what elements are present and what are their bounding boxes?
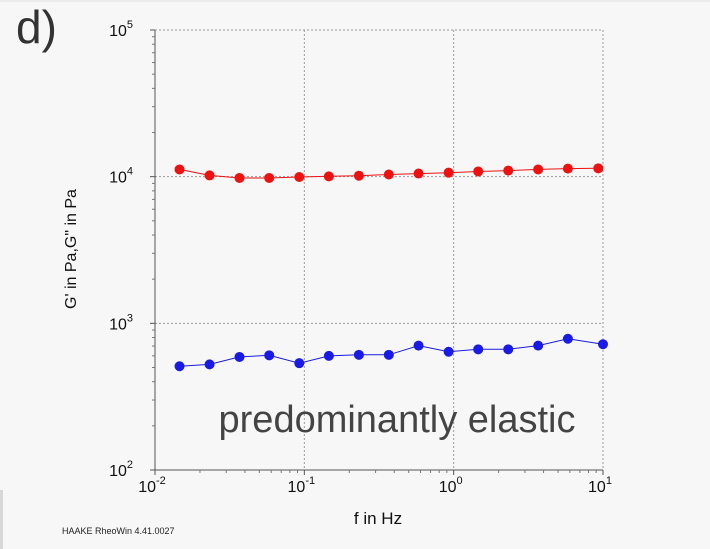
data-point [234, 351, 245, 362]
y-tick-label: 104 [109, 166, 133, 187]
y-tick-label: 102 [109, 459, 133, 480]
data-point [264, 172, 275, 183]
y-axis-label: G' in Pa,G" in Pa [63, 189, 80, 309]
data-point [533, 340, 544, 351]
data-point [264, 350, 275, 361]
series-0 [174, 163, 604, 183]
x-axis-label: f in Hz [354, 509, 402, 528]
x-tick-label: 100 [439, 475, 463, 496]
data-point [294, 171, 305, 182]
data-point [323, 171, 334, 182]
data-point [413, 168, 424, 179]
software-footer: HAAKE RheoWin 4.41.0027 [62, 526, 175, 536]
data-point [294, 358, 305, 369]
data-point [503, 165, 514, 176]
top-edge [0, 0, 710, 2]
tick-labels: 10-2 10-1 100 101 102 103 104 105 [109, 19, 612, 496]
x-tick-label: 101 [588, 475, 612, 496]
data-point [204, 170, 215, 181]
y-tick-label: 105 [109, 19, 133, 40]
grid [155, 30, 603, 470]
data-point [443, 167, 454, 178]
data-point [353, 170, 364, 181]
data-point [503, 344, 514, 355]
x-tick-label: 10-1 [288, 475, 316, 496]
slide-shadow [0, 490, 3, 549]
annotation-text: predominantly elastic [219, 399, 576, 441]
data-point [533, 164, 544, 175]
data-point [562, 333, 573, 344]
data-point [353, 349, 364, 360]
data-point [473, 166, 484, 177]
axes [150, 29, 604, 475]
data-point [562, 163, 573, 174]
data-point [593, 163, 604, 174]
data-point [174, 361, 185, 372]
series-1 [174, 333, 608, 372]
data-point [598, 339, 608, 350]
x-tick-label: 10-2 [138, 475, 166, 496]
data-point [174, 164, 185, 175]
data-point [473, 344, 484, 355]
plot-series [174, 163, 608, 372]
data-point [383, 349, 394, 360]
y-tick-label: 103 [109, 312, 133, 333]
data-point [443, 346, 454, 357]
data-point [234, 172, 245, 183]
data-point [323, 350, 334, 361]
data-point [413, 340, 424, 351]
data-point [204, 359, 215, 370]
panel-label: d) [16, 1, 57, 53]
data-point [383, 169, 394, 180]
